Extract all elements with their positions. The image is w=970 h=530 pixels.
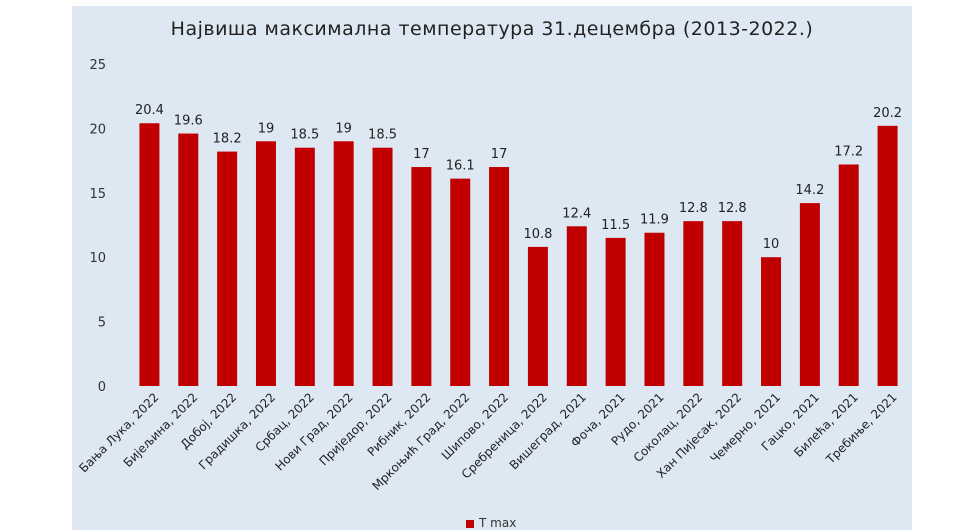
data-label: 10: [763, 237, 780, 252]
bar: [838, 164, 859, 386]
bar: [489, 167, 510, 386]
bar: [255, 141, 276, 386]
bar: [644, 232, 665, 386]
bar: [683, 221, 704, 386]
x-tick-label: Требиње, 2021: [823, 390, 900, 467]
data-label: 18.5: [290, 128, 319, 143]
data-label: 12.8: [679, 201, 708, 216]
data-label: 19: [258, 121, 275, 136]
data-label: 20.2: [873, 106, 902, 121]
data-label: 20.4: [135, 103, 164, 118]
data-label: 12.8: [718, 201, 747, 216]
bar: [333, 141, 354, 386]
bar: [799, 203, 820, 386]
y-tick-label: 5: [98, 316, 106, 331]
data-label: 16.1: [446, 159, 475, 174]
data-label: 19: [335, 121, 352, 136]
bar: [372, 147, 393, 386]
bar: [527, 246, 548, 386]
y-tick-label: 15: [89, 187, 106, 202]
data-label: 18.5: [368, 128, 397, 143]
bar: [450, 178, 471, 386]
x-tick-label: Чемерно, 2021: [707, 390, 783, 466]
x-tick-label: Шипово, 2022: [439, 390, 511, 462]
data-label: 17: [413, 147, 430, 162]
y-tick-label: 25: [89, 58, 106, 73]
y-tick-label: 0: [98, 380, 106, 395]
data-label: 17.2: [834, 144, 863, 159]
data-label: 11.9: [640, 213, 669, 228]
y-tick-label: 10: [89, 251, 106, 266]
bar: [605, 237, 626, 386]
data-label: 19.6: [174, 114, 203, 129]
chart-title: Највиша максимална температура 31.децемб…: [170, 18, 814, 40]
y-tick-label: 20: [89, 122, 106, 137]
bar: [566, 226, 587, 386]
data-label: 11.5: [601, 218, 630, 233]
x-tick-label: Соколац, 2022: [631, 390, 706, 465]
legend-label: T max: [479, 516, 517, 530]
x-tick-label: Приједор, 2022: [316, 390, 394, 468]
legend: T max: [466, 516, 516, 530]
data-label: 12.4: [562, 206, 591, 221]
bar: [877, 125, 898, 386]
bar: [139, 123, 160, 387]
bar: [722, 221, 743, 386]
bar: [217, 151, 238, 386]
legend-swatch: [466, 519, 474, 528]
data-label: 14.2: [795, 183, 824, 198]
bar: [178, 133, 199, 386]
bar: [411, 167, 432, 386]
data-label: 17: [491, 147, 508, 162]
data-label: 10.8: [523, 227, 552, 242]
bar: [294, 147, 315, 386]
bar: [761, 257, 782, 386]
data-label: 18.2: [213, 132, 242, 147]
